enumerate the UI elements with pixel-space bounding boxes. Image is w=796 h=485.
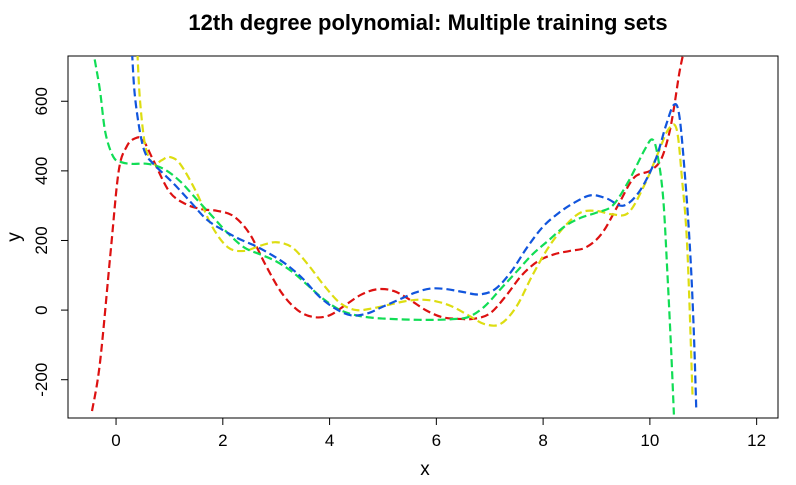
- x-axis-label: x: [420, 459, 430, 480]
- plot-frame: [67, 55, 779, 419]
- x-tick-label: 4: [325, 431, 334, 450]
- series-line-2: [136, 56, 694, 398]
- y-tick-label: 400: [32, 157, 51, 185]
- x-tick-label: 10: [640, 431, 659, 450]
- series-line-1: [90, 56, 684, 412]
- x-tick-label: 2: [218, 431, 227, 450]
- chart-title: 12th degree polynomial: Multiple trainin…: [188, 10, 667, 35]
- x-tick-label: 12: [747, 431, 766, 450]
- x-tick-label: 8: [538, 431, 547, 450]
- y-axis-label: y: [4, 232, 25, 242]
- x-tick-label: 0: [111, 431, 120, 450]
- x-axis: 0 2 4 6 8 10 12: [111, 418, 766, 450]
- y-tick-label: 0: [32, 305, 51, 314]
- series-layer: [90, 56, 698, 415]
- series-line-4: [131, 56, 698, 412]
- x-tick-label: 6: [432, 431, 441, 450]
- series-line-3: [93, 59, 675, 415]
- y-axis: -200 0 200 400 600: [32, 87, 68, 397]
- y-tick-label: -200: [32, 363, 51, 397]
- y-tick-label: 200: [32, 226, 51, 254]
- y-tick-label: 600: [32, 87, 51, 115]
